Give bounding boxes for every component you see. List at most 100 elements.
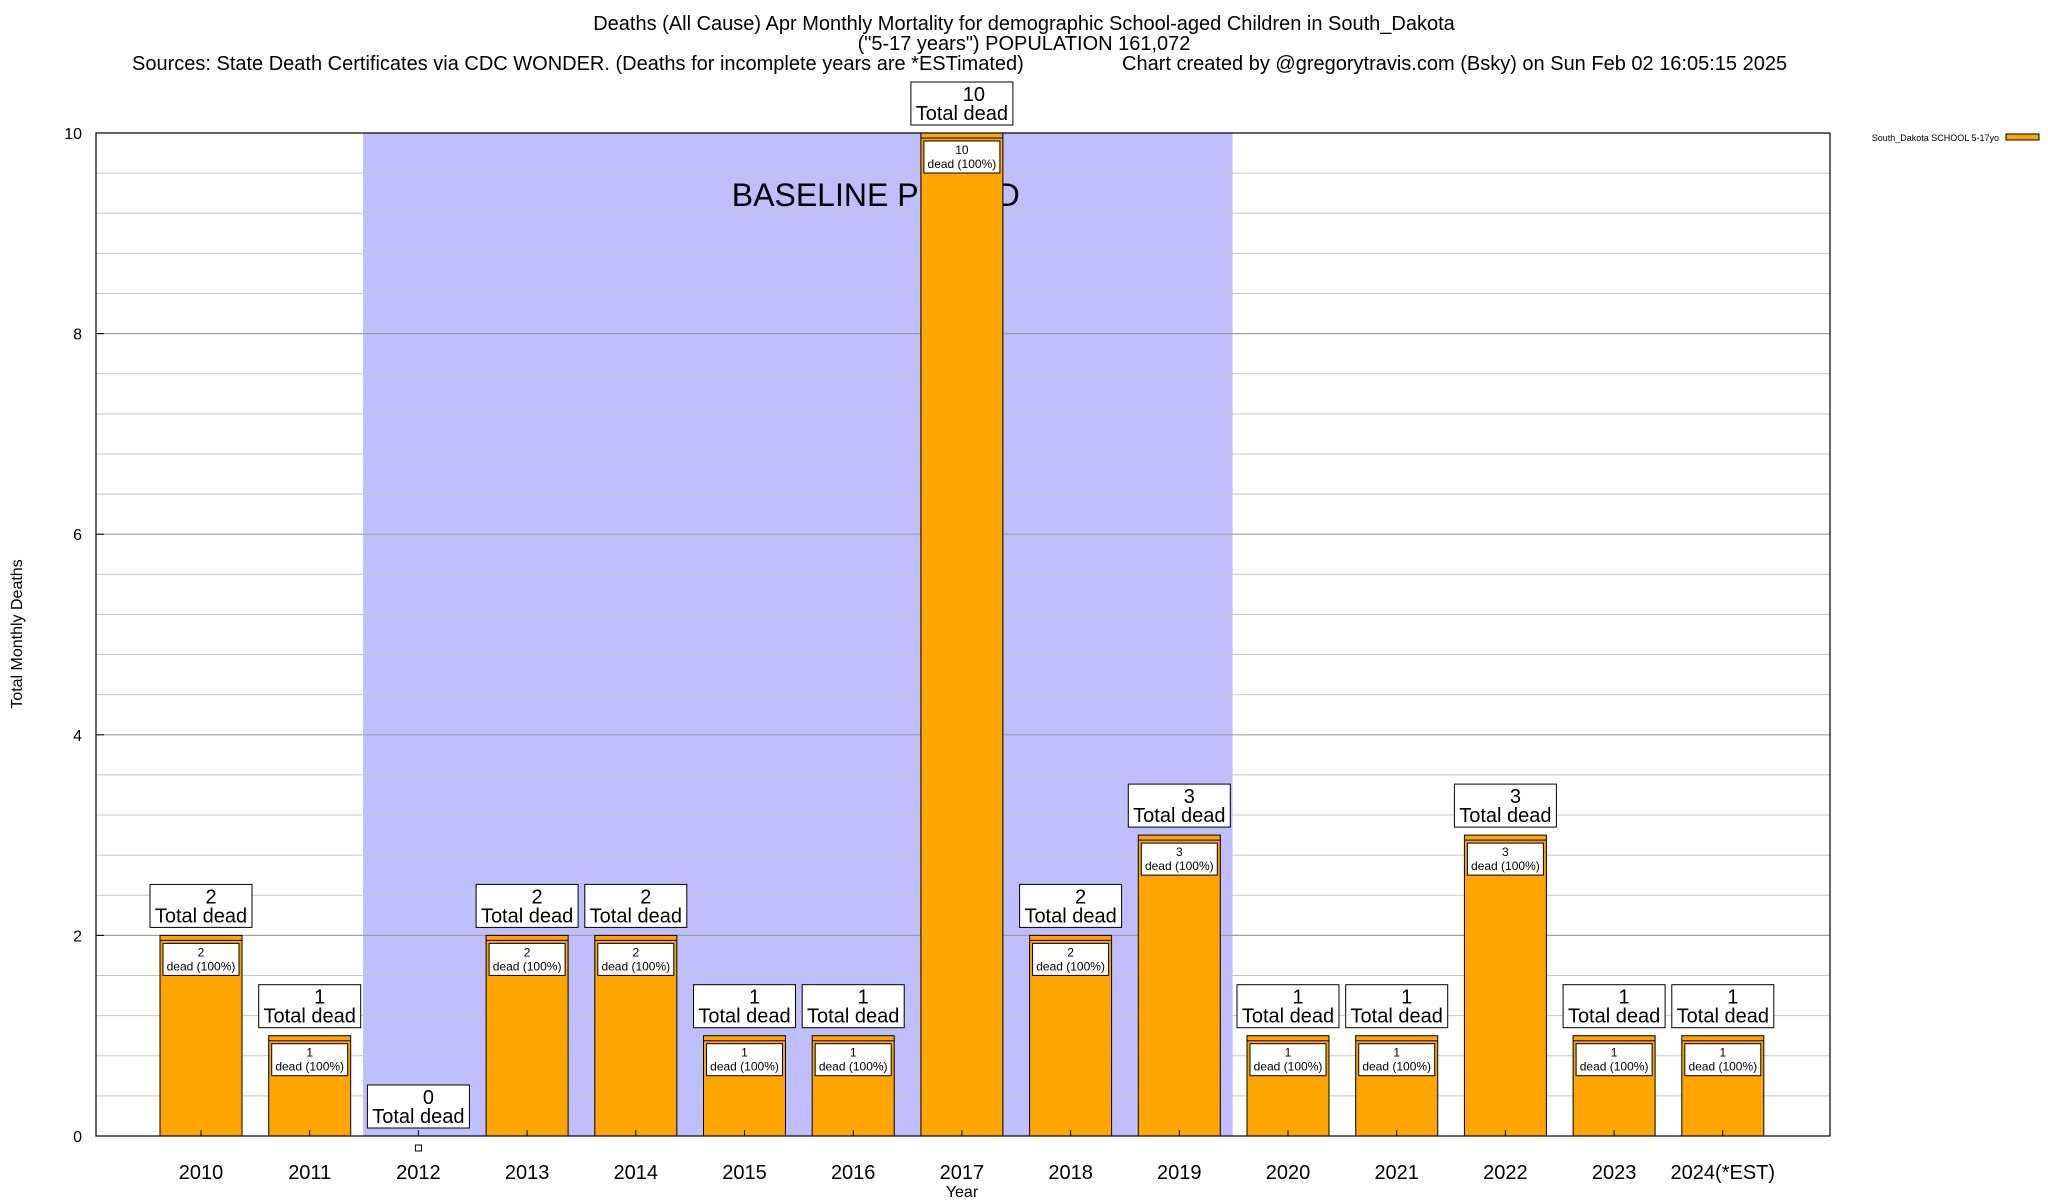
inner-label-box — [1249, 1043, 1327, 1077]
total-count-label: 1 — [1619, 987, 1630, 1009]
x-tick-label: 2014 — [614, 1162, 659, 1184]
total-dead-label: Total dead — [1459, 805, 1551, 827]
total-count-label: 2 — [640, 886, 651, 908]
chart-subtitle: ("5-17 years") POPULATION 161,072 — [857, 33, 1191, 55]
inner-label-box — [1140, 842, 1218, 876]
inner-label-box — [1032, 942, 1110, 976]
total-count-label: 3 — [1510, 786, 1521, 808]
x-tick-label: 2021 — [1374, 1162, 1419, 1184]
x-tick-label: 2020 — [1266, 1162, 1311, 1184]
total-count-label: 2 — [205, 886, 216, 908]
total-dead-label: Total dead — [481, 905, 573, 927]
inner-percent-label: dead (100%) — [1362, 1060, 1431, 1074]
y-tick-label: 0 — [73, 1129, 82, 1146]
legend-entry-label: South_Dakota SCHOOL 5-17yo — [1872, 133, 1999, 143]
inner-count-label: 2 — [198, 945, 205, 959]
total-dead-label: Total dead — [155, 905, 247, 927]
x-tick-label: 2019 — [1157, 1162, 1202, 1184]
total-count-label: 2 — [532, 886, 543, 908]
total-label-box — [1236, 984, 1340, 1029]
inner-label-box — [923, 140, 1001, 174]
inner-percent-label: dead (100%) — [601, 959, 670, 973]
x-tick-label: 2018 — [1048, 1162, 1093, 1184]
total-count-label: 2 — [1075, 886, 1086, 908]
y-tick-label: 10 — [64, 126, 82, 143]
inner-count-label: 1 — [1611, 1046, 1618, 1060]
inner-count-label: 1 — [306, 1046, 313, 1060]
inner-count-label: 3 — [1502, 845, 1509, 859]
sources-note: Sources: State Death Certificates via CD… — [132, 53, 1024, 75]
total-dead-label: Total dead — [1133, 805, 1225, 827]
inner-label-box — [1684, 1043, 1762, 1077]
legend-swatch — [2005, 133, 2040, 141]
total-label-box — [1671, 984, 1775, 1029]
total-dead-label: Total dead — [698, 1006, 790, 1028]
inner-count-label: 1 — [850, 1046, 857, 1060]
total-count-label: 1 — [1292, 987, 1303, 1009]
bar — [1463, 834, 1547, 1137]
total-label-box — [1127, 783, 1231, 828]
total-count-label: 1 — [1401, 987, 1412, 1009]
total-dead-label: Total dead — [1024, 905, 1116, 927]
total-dead-label: Total dead — [916, 103, 1008, 125]
x-tick-label: 2024(*EST) — [1671, 1162, 1776, 1184]
inner-label-box — [271, 1043, 349, 1077]
inner-percent-label: dead (100%) — [710, 1060, 779, 1074]
y-axis-label: Total Monthly Deaths — [9, 559, 26, 708]
plot-frame — [95, 132, 1831, 1137]
inner-percent-label: dead (100%) — [1036, 959, 1105, 973]
inner-count-label: 1 — [1719, 1046, 1726, 1060]
x-tick-label: 2010 — [179, 1162, 224, 1184]
total-label-box — [1345, 984, 1449, 1029]
total-dead-label: Total dead — [1677, 1006, 1769, 1028]
inner-label-box — [597, 942, 675, 976]
inner-percent-label: dead (100%) — [928, 157, 997, 171]
inner-percent-label: dead (100%) — [1145, 859, 1214, 873]
inner-label-box — [162, 942, 240, 976]
total-count-label: 3 — [1184, 786, 1195, 808]
inner-percent-label: dead (100%) — [1688, 1060, 1757, 1074]
inner-percent-label: dead (100%) — [167, 959, 236, 973]
chart-credit: Chart created by @gregorytravis.com (Bsk… — [1122, 53, 1788, 75]
x-tick-label: 2013 — [505, 1162, 550, 1184]
total-dead-label: Total dead — [1351, 1006, 1443, 1028]
bar — [920, 132, 1004, 1137]
y-tick-label: 4 — [73, 728, 82, 745]
total-count-label: 0 — [423, 1087, 434, 1109]
total-count-label: 1 — [749, 987, 760, 1009]
total-dead-label: Total dead — [590, 905, 682, 927]
chart-title: Deaths (All Cause) Apr Monthly Mortality… — [593, 13, 1455, 35]
x-tick-label: 2023 — [1592, 1162, 1637, 1184]
x-tick-label: 2016 — [831, 1162, 876, 1184]
total-label-box — [475, 883, 579, 928]
inner-count-label: 3 — [1176, 845, 1183, 859]
total-dead-label: Total dead — [1568, 1006, 1660, 1028]
total-label-box — [366, 1084, 470, 1129]
inner-label-box — [706, 1043, 783, 1077]
total-count-label: 10 — [963, 84, 985, 106]
x-tick-label: 2015 — [722, 1162, 767, 1184]
total-label-box — [1019, 883, 1123, 928]
x-axis-label: Year — [946, 1184, 979, 1200]
x-tick-label: 2017 — [940, 1162, 985, 1184]
y-tick-label: 6 — [73, 527, 82, 544]
bar — [1137, 834, 1221, 1137]
inner-percent-label: dead (100%) — [275, 1060, 344, 1074]
inner-count-label: 2 — [1067, 945, 1074, 959]
total-label-box — [693, 984, 796, 1029]
zero-marker — [414, 1144, 422, 1152]
total-count-label: 1 — [1727, 987, 1738, 1009]
total-label-box — [1453, 783, 1557, 828]
inner-count-label: 1 — [1393, 1046, 1400, 1060]
inner-count-label: 2 — [524, 945, 531, 959]
y-tick-label: 2 — [73, 928, 82, 945]
inner-percent-label: dead (100%) — [1254, 1060, 1323, 1074]
inner-count-label: 10 — [955, 143, 969, 157]
inner-label-box — [1358, 1043, 1436, 1077]
inner-percent-label: dead (100%) — [819, 1060, 888, 1074]
total-label-box — [258, 984, 362, 1029]
total-label-box — [801, 984, 905, 1029]
inner-label-box — [1466, 842, 1544, 876]
